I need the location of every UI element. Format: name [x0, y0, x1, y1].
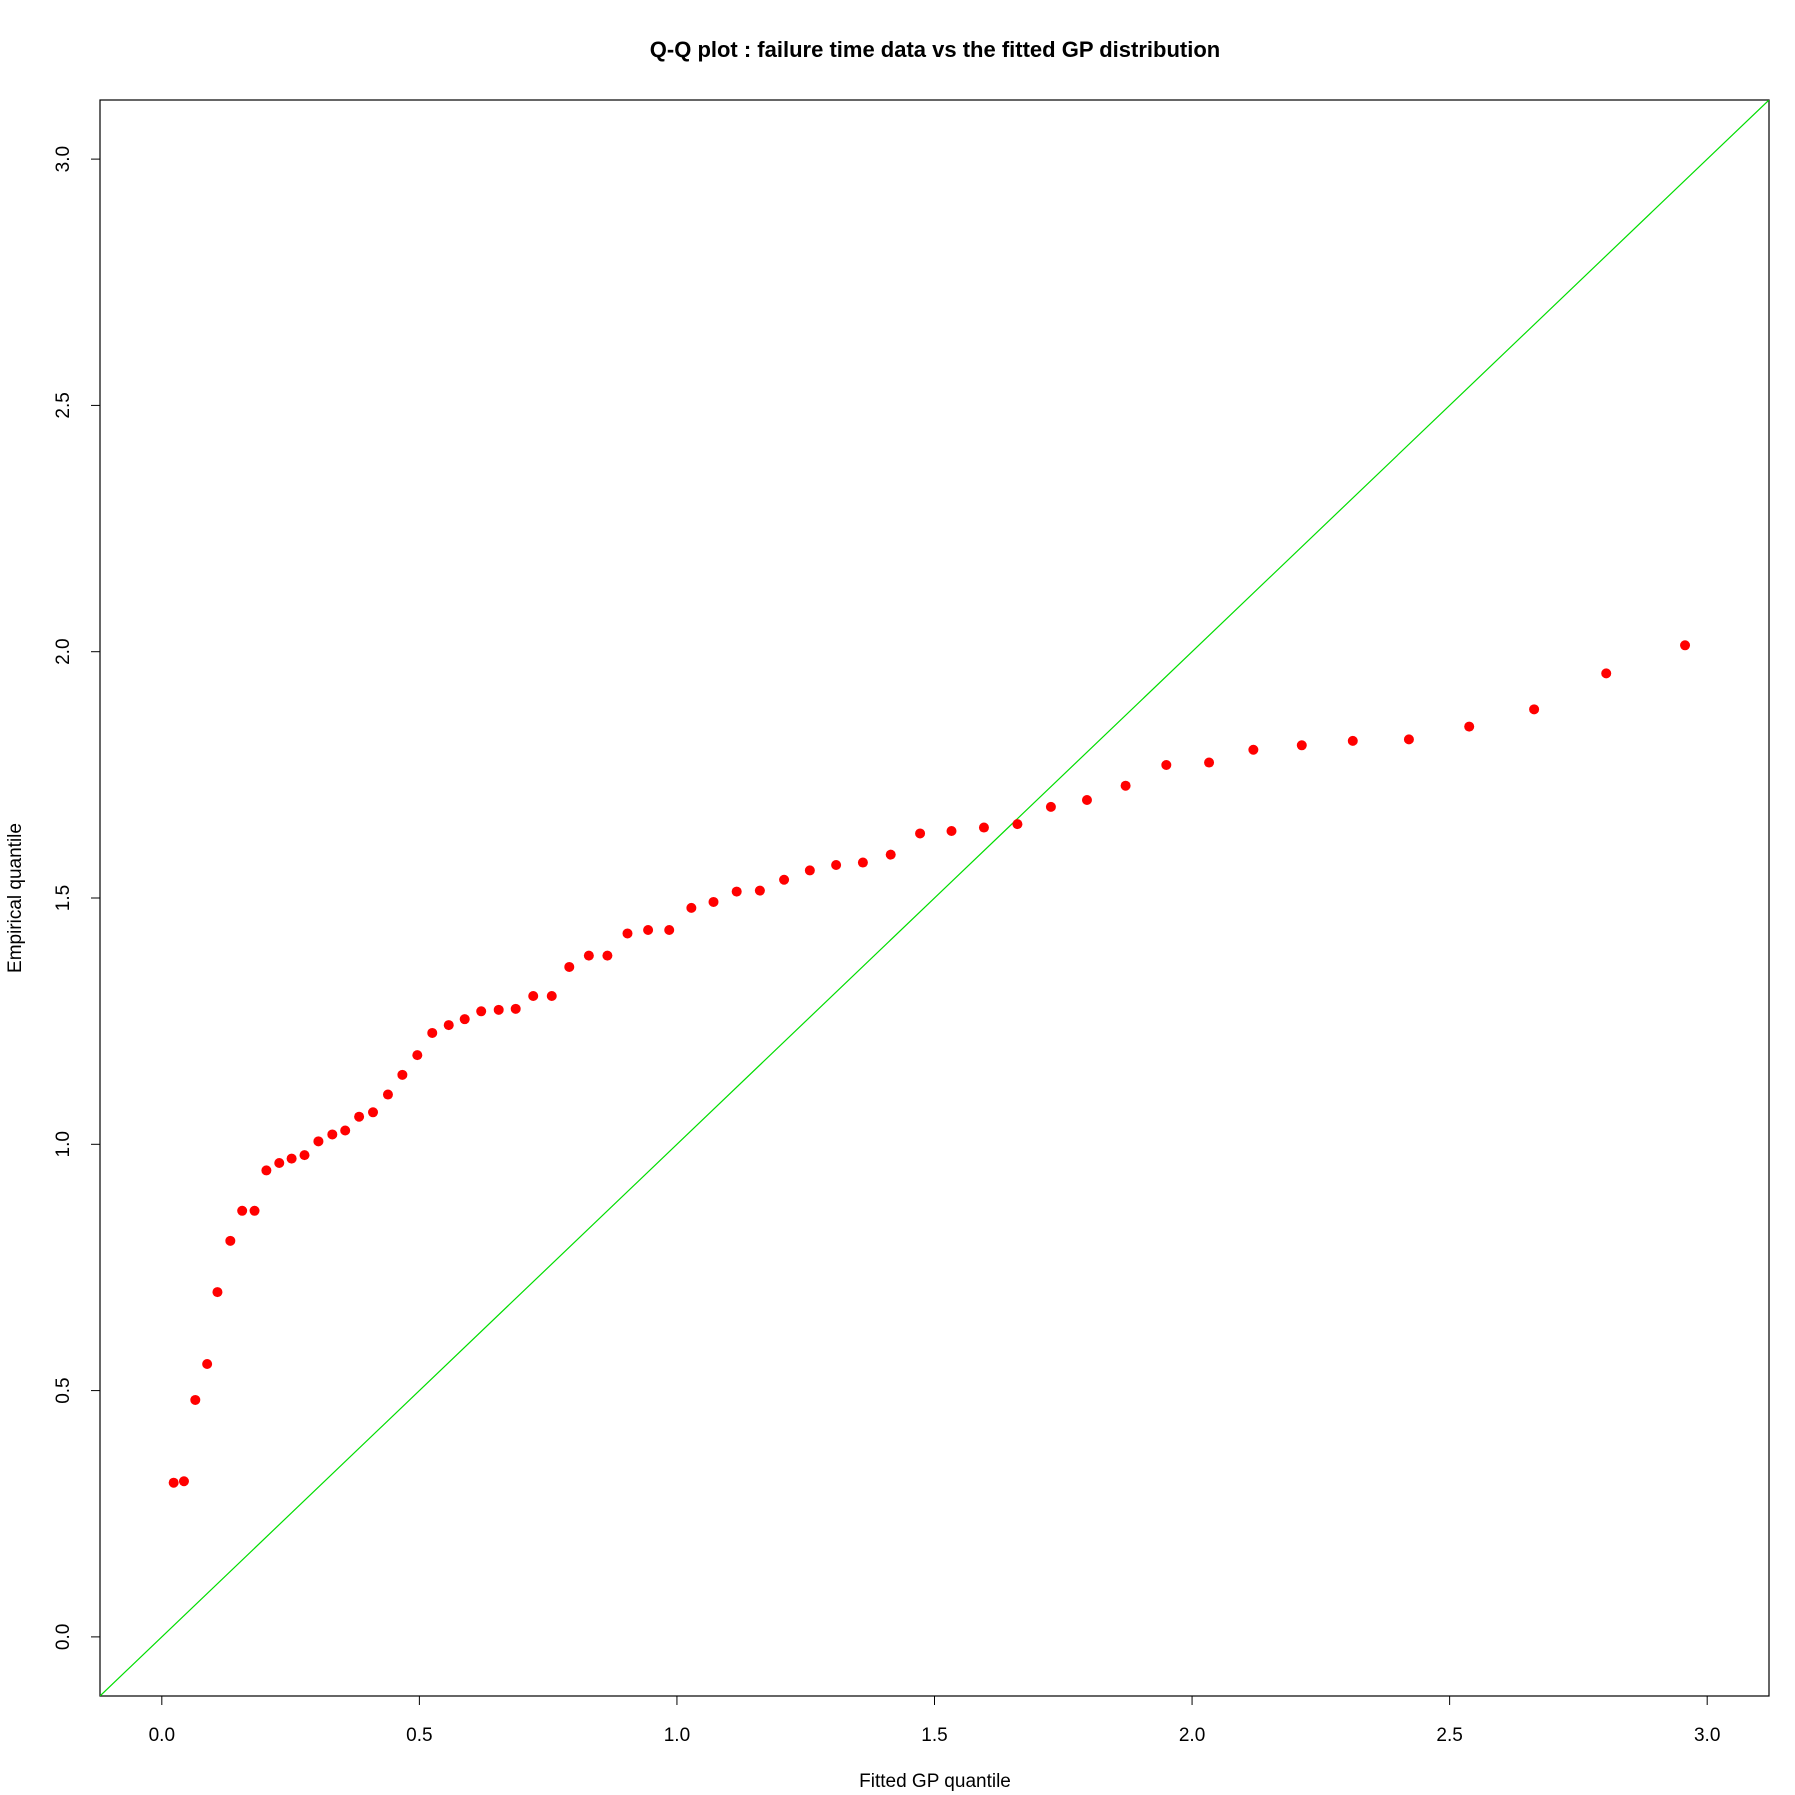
point	[831, 859, 842, 870]
point	[397, 1069, 408, 1080]
point	[1403, 734, 1414, 745]
plot-area	[100, 100, 1769, 1696]
y-tick-label: 3.0	[53, 146, 74, 172]
point	[261, 1165, 272, 1176]
point	[178, 1476, 189, 1487]
y-tick-label: 2.5	[53, 392, 74, 418]
chart-title: Q-Q plot : failure time data vs the fitt…	[650, 37, 1220, 62]
point	[299, 1150, 310, 1161]
point	[1601, 668, 1612, 679]
point	[1204, 757, 1215, 768]
point	[1680, 640, 1691, 651]
point	[1012, 819, 1023, 830]
point	[1464, 721, 1475, 732]
point	[340, 1125, 351, 1136]
point	[583, 950, 594, 961]
point	[225, 1235, 236, 1246]
point	[915, 828, 926, 839]
point	[528, 991, 539, 1002]
point	[427, 1027, 438, 1038]
x-tick-label: 1.5	[921, 1725, 947, 1746]
point	[237, 1205, 248, 1216]
point	[946, 826, 957, 837]
point	[708, 896, 719, 907]
point	[754, 885, 765, 896]
x-tick-label: 2.0	[1179, 1725, 1205, 1746]
point	[564, 961, 575, 972]
point	[779, 874, 790, 885]
point	[190, 1394, 201, 1405]
point	[412, 1050, 423, 1061]
point	[493, 1004, 504, 1015]
point	[622, 928, 633, 939]
point	[885, 849, 896, 860]
point	[443, 1020, 454, 1031]
point	[510, 1003, 521, 1014]
y-tick-label: 1.5	[53, 885, 74, 911]
point	[1161, 760, 1172, 770]
point	[476, 1006, 487, 1017]
point	[168, 1477, 179, 1488]
point	[212, 1287, 223, 1298]
point	[368, 1107, 379, 1118]
point	[1296, 740, 1307, 751]
point	[804, 865, 815, 876]
point	[1248, 744, 1259, 755]
x-axis-label: Fitted GP quantile	[859, 1771, 1011, 1792]
point	[382, 1089, 393, 1100]
point	[286, 1153, 297, 1164]
point	[313, 1136, 324, 1147]
point	[249, 1205, 260, 1216]
x-tick-label: 0.5	[406, 1725, 432, 1746]
point	[354, 1111, 365, 1122]
point	[1120, 780, 1131, 791]
point	[202, 1358, 213, 1369]
point	[1045, 801, 1056, 812]
point	[686, 902, 697, 913]
y-tick-label: 0.0	[53, 1624, 74, 1650]
point	[664, 925, 675, 936]
point	[643, 925, 654, 936]
y-tick-label: 1.0	[53, 1131, 74, 1157]
point	[978, 822, 989, 833]
x-tick-label: 0.0	[149, 1725, 175, 1746]
point	[1081, 794, 1092, 805]
point	[857, 857, 868, 868]
point	[327, 1129, 338, 1140]
point	[731, 886, 742, 897]
point	[546, 991, 557, 1002]
y-tick-label: 2.0	[53, 638, 74, 664]
point	[274, 1158, 285, 1169]
point	[1529, 704, 1540, 715]
x-tick-label: 2.5	[1436, 1725, 1462, 1746]
reference-line	[100, 100, 1769, 1696]
point	[602, 950, 613, 961]
point	[1347, 735, 1358, 746]
x-tick-label: 1.0	[664, 1725, 690, 1746]
y-tick-label: 0.5	[53, 1377, 74, 1403]
x-tick-label: 3.0	[1694, 1725, 1720, 1746]
point	[459, 1014, 470, 1025]
y-axis-label: Empirical quantile	[5, 823, 26, 973]
